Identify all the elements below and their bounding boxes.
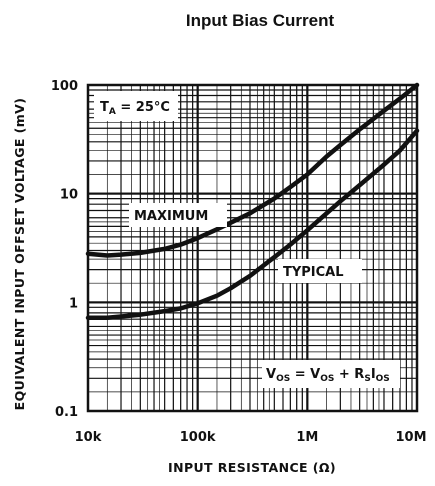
y-tick-label: 1 [69, 296, 78, 311]
series-line-maximum [85, 82, 420, 258]
plot-frame [86, 83, 419, 413]
y-tick-label: 10 [60, 188, 78, 203]
ta-label-box [94, 91, 178, 121]
typical-label: TYPICAL [283, 265, 344, 280]
x-tick-label: 10M [395, 430, 426, 445]
y-tick-label: 0.1 [55, 405, 78, 420]
formula-label: VOS = VOS + RSIOS [266, 367, 390, 384]
annotations: TA = 25°C MAXIMUM TYPICAL VOS = VOS + RS… [94, 91, 400, 388]
x-axis-label: INPUT RESISTANCE (Ω) [168, 460, 336, 475]
y-tick-labels: 100 10 1 0.1 [51, 79, 78, 420]
series-line-typical [85, 128, 420, 321]
formula-box [262, 360, 400, 388]
ta-label: TA = 25°C [100, 100, 170, 117]
x-tick-label: 100k [180, 430, 216, 445]
y-axis-label: EQUIVALENT INPUT OFFSET VOLTAGE (mV) [12, 98, 27, 411]
x-tick-label: 10k [75, 430, 102, 445]
typical-label-box [278, 259, 362, 283]
maximum-label-box [129, 203, 227, 227]
curves [85, 82, 420, 321]
x-tick-label: 1M [296, 430, 318, 445]
grid-lines [87, 84, 418, 412]
y-tick-label: 100 [51, 79, 78, 94]
maximum-label: MAXIMUM [134, 209, 208, 224]
chart-title: Input Bias Current [186, 11, 335, 30]
x-tick-labels: 10k 100k 1M 10M [75, 430, 427, 445]
